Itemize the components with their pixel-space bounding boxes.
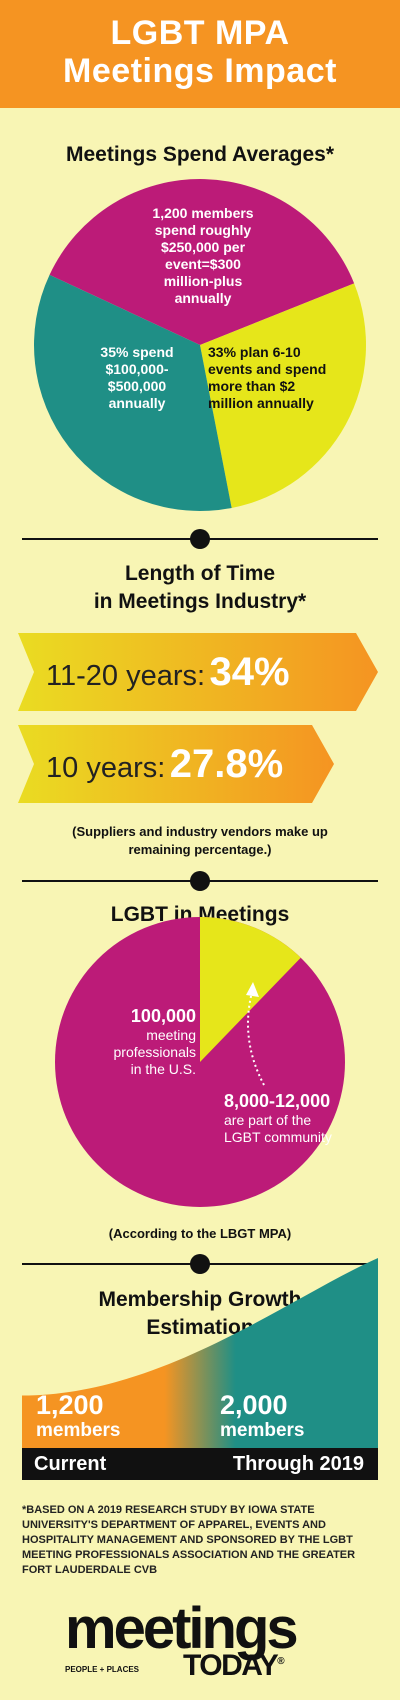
header-title-line1: LGBT MPA (110, 14, 290, 52)
length-bar-10: 10 years: 27.8% (18, 725, 334, 803)
spend-label-teal-l2: $100,000- (105, 361, 169, 377)
lgbt-label-total-l2: meeting (146, 1027, 196, 1043)
lgbt-label-lgbt-l1: 8,000-12,000 (224, 1091, 331, 1111)
lgbt-label-lgbt-l2: are part of the (224, 1112, 312, 1128)
length-bar-11-20: 11-20 years: 34% (18, 633, 378, 711)
spend-label-magenta-l2: spend roughly (154, 222, 252, 238)
spend-label-teal-l4: annually (108, 395, 166, 411)
length-note-line2: remaining percentage.) (128, 842, 272, 857)
spend-slice-magenta (49, 179, 355, 345)
spend-slice-teal (34, 274, 232, 511)
spend-label-magenta-l4: event=$300 (165, 256, 241, 272)
logo-word-today-text: TODAY (183, 1649, 279, 1682)
spend-label-magenta-l5: million-plus (163, 273, 243, 289)
lgbt-pie-chart (55, 917, 345, 1207)
spend-slice-yellow (200, 283, 366, 508)
logo-registered-mark: ® (277, 1656, 284, 1667)
lgbt-label-total-l4: in the U.S. (130, 1061, 196, 1077)
spend-label-teal: 35% spend $100,000- $500,000 annually (82, 344, 192, 412)
growth-axis-future: Through 2019 (232, 1453, 364, 1475)
length-bar-11-20-shape (18, 633, 378, 711)
spend-label-yellow-l1: 33% plan 6-10 (208, 344, 301, 360)
logo-tagline: PEOPLE + PLACES (65, 1665, 140, 1674)
spend-label-teal-l1: 35% spend (100, 344, 174, 360)
lgbt-arrowhead-icon (246, 982, 259, 997)
spend-label-teal-l3: $500,000 (107, 378, 167, 394)
spend-label-magenta: 1,200 members spend roughly $250,000 per… (108, 205, 298, 307)
length-bar-11-20-value: 34% (209, 650, 290, 694)
lgbt-label-total: 100,000 meeting professionals in the U.S… (96, 1005, 197, 1078)
spend-pie-chart (34, 179, 366, 511)
length-bar-11-20-text: 11-20 years: 34% (46, 633, 290, 711)
lgbt-dotted-arrow (247, 991, 265, 1086)
growth-current-unit: members (36, 1420, 121, 1441)
length-bar-10-value: 27.8% (169, 742, 284, 786)
growth-label-future: 2,000 members (220, 1390, 305, 1442)
length-note-line1: (Suppliers and industry vendors make up (72, 824, 328, 839)
header-banner: LGBT MPA Meetings Impact (0, 0, 400, 108)
spend-label-yellow-l4: million annually (208, 395, 314, 411)
spend-label-yellow: 33% plan 6-10 events and spend more than… (208, 344, 368, 412)
spend-label-yellow-l3: more than $2 (208, 378, 296, 394)
growth-axis-current: Current (34, 1453, 107, 1475)
growth-future-value: 2,000 (220, 1390, 288, 1420)
spend-section-title: Meetings Spend Averages* (65, 143, 335, 166)
lgbt-label-lgbt-l3: LGBT community (224, 1129, 332, 1145)
growth-section-title-line2: Estimation (146, 1316, 254, 1339)
length-section-title-line2: in Meetings Industry* (93, 590, 307, 613)
growth-label-current: 1,200 members (36, 1390, 121, 1442)
lgbt-label-total-l3: professionals (113, 1044, 197, 1060)
spend-label-magenta-l6: annually (174, 290, 232, 306)
logo-word-meetings: meetings (65, 1596, 299, 1661)
growth-area-shape (22, 1258, 378, 1448)
length-bar-11-20-label: 11-20 years: (46, 660, 206, 692)
spend-label-magenta-l1: 1,200 members (152, 205, 254, 221)
length-bar-10-label: 10 years: (46, 752, 166, 784)
divider-dot-1 (190, 529, 210, 549)
growth-area-chart (22, 1258, 378, 1448)
length-section-title-line1: Length of Time (124, 562, 276, 585)
spend-label-magenta-l3: $250,000 per (160, 239, 246, 255)
footnote: *BASED ON A 2019 RESEARCH STUDY BY IOWA … (22, 1504, 356, 1576)
lgbt-note: (According to the LBGT MPA) (108, 1226, 292, 1241)
length-bar-10-shape (18, 725, 334, 803)
logo-word-today: TODAY® (183, 1645, 285, 1683)
spend-label-yellow-l2: events and spend (208, 361, 327, 377)
divider-dot-3 (190, 1254, 210, 1274)
length-bar-10-text: 10 years: 27.8% (46, 725, 283, 803)
growth-future-unit: members (220, 1420, 305, 1441)
lgbt-label-total-l1: 100,000 (130, 1006, 196, 1026)
growth-axis-bar: Current Through 2019 (22, 1448, 378, 1480)
lgbt-label-lgbt: 8,000-12,000 are part of the LGBT commun… (224, 1090, 374, 1146)
lgbt-section-title: LGBT in Meetings (110, 903, 290, 926)
meetings-today-logo: meetings TODAY® PEOPLE + PLACES (65, 1599, 335, 1683)
growth-section-title-line1: Membership Growth (98, 1288, 302, 1311)
growth-current-value: 1,200 (36, 1390, 104, 1420)
divider-dot-2 (190, 871, 210, 891)
header-title-line2: Meetings Impact (63, 52, 337, 90)
